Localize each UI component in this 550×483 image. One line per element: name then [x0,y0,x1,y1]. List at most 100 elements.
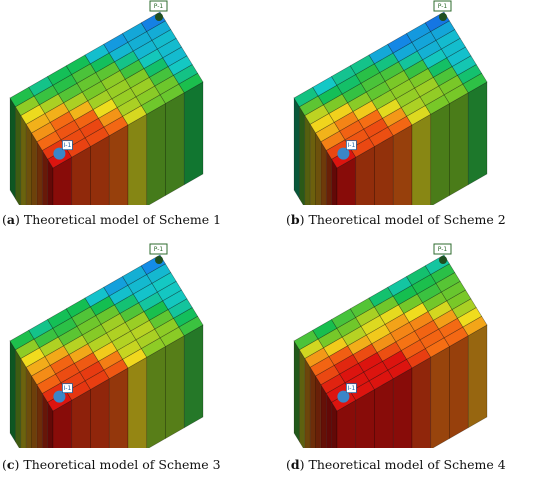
producer-label-box [149,0,168,12]
injector-well-label: I-1 [348,142,356,149]
panel-a: P-1 I-1 (a) Theoretical model of Scheme 1 [2,0,268,240]
caption-text-b: Theoretical model of Scheme 2 [308,212,506,227]
left-face-cell [293,96,300,200]
injector-well-label: I-1 [64,142,72,149]
injector-well-marker [337,390,350,403]
left-face-cell [309,123,316,205]
left-face-cell [315,131,322,205]
front-face-cell [449,335,469,440]
front-face-cell [411,113,432,205]
front-face-cell [165,92,185,197]
left-face-cell [320,383,327,448]
caption-tag-d: d [290,457,300,472]
front-face-cell [165,335,185,440]
left-face-cell [20,114,27,205]
front-face-cell [90,378,110,448]
reservoir-model-d: P-1 I-1 [293,243,488,448]
front-face-cell [392,124,413,205]
front-face-cell [467,324,488,429]
left-face-cell [299,348,306,448]
producer-label-box [433,0,452,12]
injector-well-label: I-1 [348,385,356,392]
left-face-cell [331,401,338,448]
front-face-cell [108,124,129,205]
producer-label-box [433,243,452,255]
left-face-cell [47,401,54,448]
left-face-cell [36,383,43,448]
front-face-cell [411,356,432,448]
left-face-cell [304,114,311,205]
left-face-cell [41,392,48,448]
reservoir-model-a: P-1 I-1 [9,0,204,205]
producer-well-marker [439,13,447,21]
left-face-cell [304,357,311,448]
producer-well-label: P-1 [438,3,448,10]
front-face-cell [392,367,413,448]
left-face-cell [9,339,16,443]
left-face-cell [25,366,32,448]
panel-c: P-1 I-1 (c) Theoretical model of Scheme 3 [2,243,268,483]
left-face-cell [299,105,306,205]
left-face-cell [9,96,16,200]
front-face-cell [127,356,148,448]
front-face-cell [146,102,166,205]
front-face-cell [146,345,166,448]
left-face-cell [31,131,38,205]
front-face-cell [430,345,450,448]
reservoir-model-b: P-1 I-1 [293,0,488,205]
caption-tag-a: a [6,212,15,227]
front-face-cell [374,378,394,448]
injector-label-box [62,140,73,151]
caption-c: (c) Theoretical model of Scheme 3 [2,457,221,472]
reservoir-model-c: P-1 I-1 [9,243,204,448]
front-face-cell [449,92,469,197]
panel-d: P-1 I-1 (d) Theoretical model of Scheme 4 [286,243,550,483]
caption-text-a: Theoretical model of Scheme 1 [23,212,222,227]
injector-label-box [346,383,357,394]
left-face-cell [293,339,300,443]
left-face-cell [36,140,43,205]
caption-d: (d) Theoretical model of Scheme 4 [286,457,506,472]
front-face-cell [430,102,450,205]
front-face-cell [183,324,204,429]
left-face-cell [25,123,32,205]
front-face-cell [467,81,488,186]
injector-well-marker [53,390,66,403]
caption-a: (a) Theoretical model of Scheme 1 [2,212,222,227]
left-face-cell [47,158,54,205]
injector-label-box [62,383,73,394]
front-face-cell [127,113,148,205]
producer-well-label: P-1 [438,246,448,253]
caption-text-c: Theoretical model of Scheme 3 [23,457,221,472]
left-face-cell [331,158,338,205]
injector-well-label: I-1 [64,385,72,392]
front-face-cell [90,135,110,205]
injector-well-marker [337,147,350,160]
injector-label-box [346,140,357,151]
left-face-cell [315,374,322,448]
left-face-cell [15,105,22,205]
caption-b: (b) Theoretical model of Scheme 2 [286,212,506,227]
left-face-cell [325,392,332,448]
front-face-cell [108,367,129,448]
front-face-cell [374,135,394,205]
producer-well-label: P-1 [154,246,164,253]
producer-well-marker [155,256,163,264]
injector-well-marker [53,147,66,160]
caption-tag-b: b [290,212,300,227]
panel-b: P-1 I-1 (b) Theoretical model of Scheme 2 [286,0,550,240]
producer-well-label: P-1 [154,3,164,10]
left-face-cell [15,348,22,448]
producer-well-marker [155,13,163,21]
left-face-cell [309,366,316,448]
left-face-cell [325,149,332,205]
left-face-cell [320,140,327,205]
left-face-cell [31,374,38,448]
front-face-cell [183,81,204,186]
left-face-cell [20,357,27,448]
left-face-cell [41,149,48,205]
caption-tag-c: c [6,457,15,472]
producer-well-marker [439,256,447,264]
caption-text-d: Theoretical model of Scheme 4 [308,457,506,472]
